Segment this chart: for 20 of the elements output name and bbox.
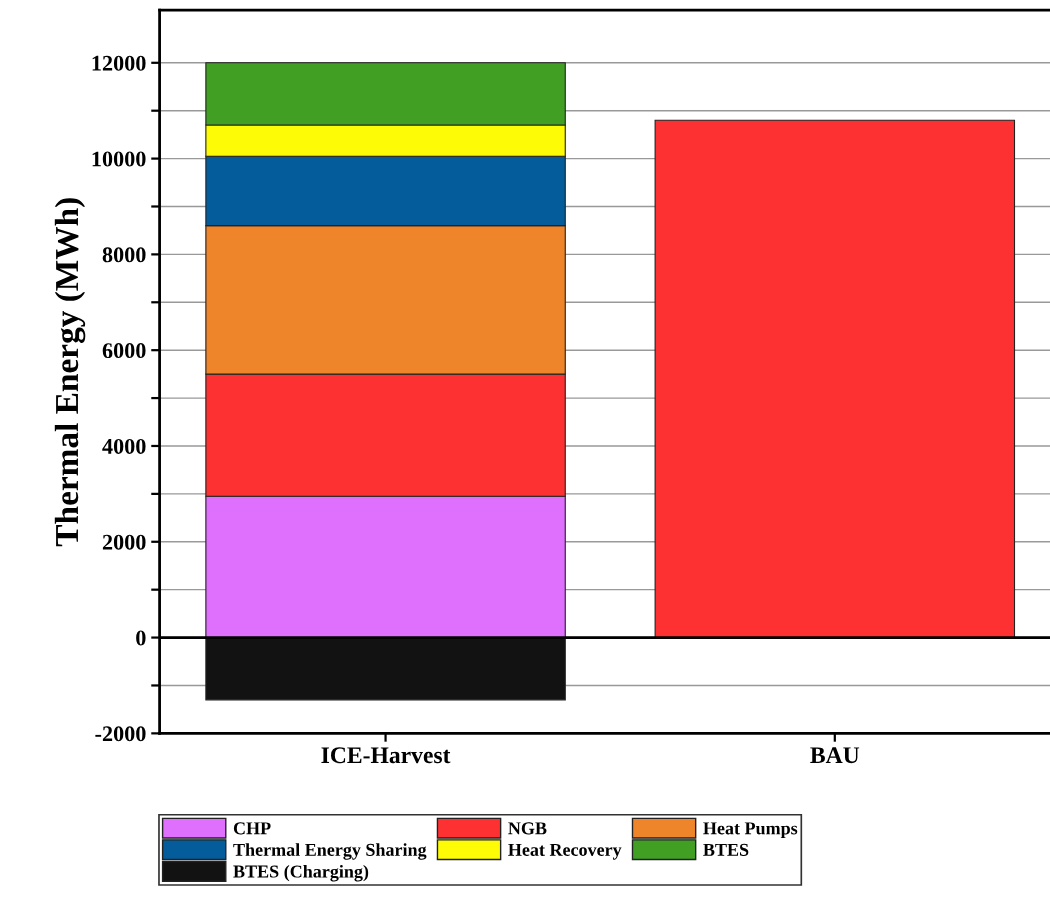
legend-label: Heat Recovery <box>508 843 622 860</box>
legend-label: Thermal Energy Sharing <box>233 843 427 860</box>
legend-label: BTES (Charging) <box>233 864 369 882</box>
y-tick-label: 8000 <box>102 247 146 263</box>
legend-label: BTES <box>703 843 749 856</box>
legend-label: NGB <box>508 822 547 835</box>
y-tick-label: 4000 <box>102 438 146 454</box>
y-tick-label: 12000 <box>92 55 146 71</box>
x-tick-label: ICE-Harvest <box>321 747 451 764</box>
y-tick-label: 2000 <box>102 534 146 550</box>
y-tick-label: -2000 <box>95 726 146 742</box>
bar <box>205 637 566 701</box>
y-tick-label: 6000 <box>102 343 146 359</box>
bar <box>654 119 1016 639</box>
y-tick-label: 0 <box>136 630 146 646</box>
x-tick-label: BAU <box>810 747 860 764</box>
legend-label: CHP <box>233 822 271 835</box>
y-axis-title: Thermal Energy (MWh) <box>54 198 86 547</box>
legend-label: Heat Pumps <box>703 822 798 839</box>
y-tick-label: 10000 <box>92 151 146 167</box>
